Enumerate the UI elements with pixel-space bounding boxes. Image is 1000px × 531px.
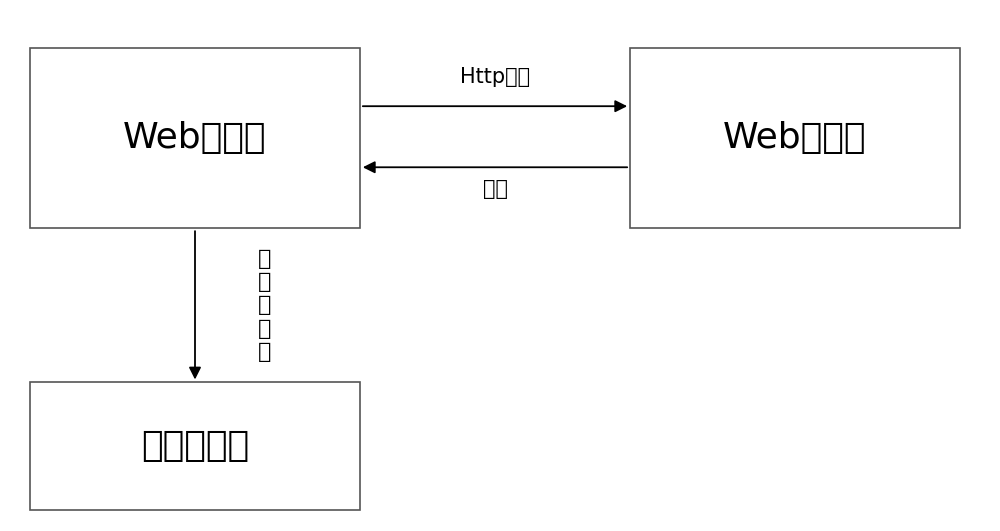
Text: Http请求: Http请求 (460, 67, 530, 87)
Text: 响应: 响应 (482, 178, 508, 199)
FancyBboxPatch shape (30, 382, 360, 510)
Text: Web服务器: Web服务器 (723, 121, 867, 155)
Text: 媒体播放器: 媒体播放器 (141, 429, 249, 463)
FancyBboxPatch shape (630, 48, 960, 228)
FancyBboxPatch shape (30, 48, 360, 228)
Text: 视
屏
流
数
据: 视 屏 流 数 据 (258, 249, 272, 362)
Text: Web浏览器: Web浏览器 (123, 121, 267, 155)
